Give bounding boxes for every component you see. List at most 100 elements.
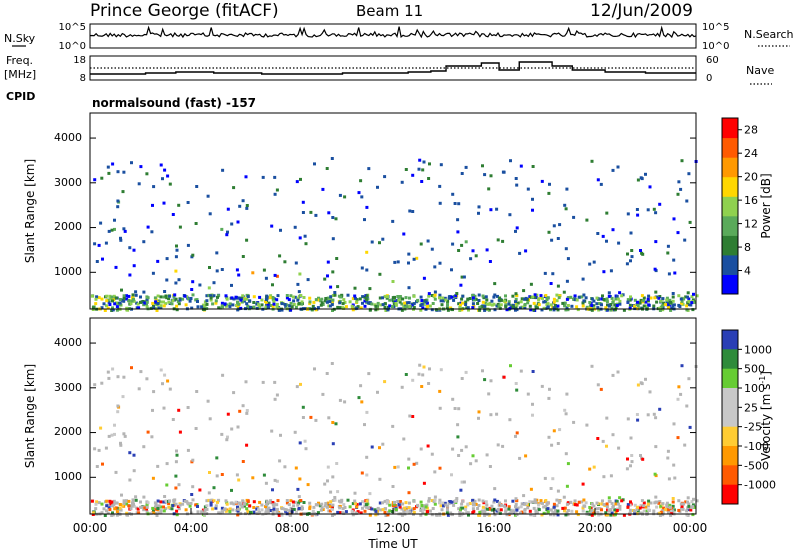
power-cell	[464, 240, 468, 244]
power-cell	[283, 260, 287, 264]
velocity-cell	[590, 364, 594, 368]
power-cell	[130, 161, 133, 165]
power-cell	[426, 305, 429, 309]
power-cell	[220, 301, 224, 305]
xtick-0000: 00:00	[73, 521, 108, 535]
velocity-cell	[563, 509, 567, 513]
velocity-cell	[275, 503, 279, 507]
velocity-cell	[326, 501, 330, 505]
velocity-cell	[137, 511, 141, 515]
power-cell	[319, 303, 323, 307]
velocity-cell	[600, 502, 604, 506]
velocity-cell	[582, 498, 586, 502]
velocity-cell	[358, 502, 362, 506]
freq-tick-bottom-right: 0	[706, 73, 712, 84]
power-cell	[241, 294, 245, 298]
velocity-cell	[489, 413, 493, 417]
power-cell	[309, 210, 313, 214]
velocity-cell	[353, 491, 357, 495]
power-cell	[363, 304, 367, 308]
power-cell	[690, 295, 694, 299]
power-cell	[552, 308, 556, 312]
power-cell	[581, 304, 585, 308]
velocity-cell	[139, 505, 142, 509]
power-cell	[146, 225, 150, 229]
power-cell	[618, 299, 622, 303]
velocity-cell	[412, 499, 416, 503]
power-cell	[558, 294, 562, 298]
velocity-cell	[246, 500, 250, 504]
velocity-cell	[122, 501, 126, 505]
velocity-cell	[658, 407, 662, 411]
power-cell	[152, 304, 155, 308]
velocity-cell	[177, 507, 181, 511]
velocity-cell	[177, 408, 181, 412]
power-cell	[355, 300, 359, 304]
velocity-cell	[146, 430, 150, 434]
power-cell	[628, 303, 632, 307]
velocity-cells	[90, 362, 699, 517]
velocity-cell	[493, 498, 497, 502]
power-cell	[178, 298, 182, 302]
power-cell	[529, 295, 533, 299]
velocity-cell	[384, 514, 388, 517]
power-cell	[107, 300, 111, 304]
power-cell	[502, 299, 506, 303]
power-cell	[215, 251, 219, 255]
velocity-cell	[607, 509, 611, 513]
power-cell	[130, 299, 134, 303]
power-cell	[504, 294, 507, 298]
velocity-cell	[685, 509, 689, 513]
power-cell	[167, 297, 171, 301]
velocity-cell	[487, 392, 491, 396]
power-cell	[194, 298, 198, 302]
velocity-cell	[110, 433, 114, 437]
velocity-cell	[363, 500, 367, 504]
power-cell	[633, 298, 637, 302]
velocity-cell	[139, 500, 142, 504]
power-cell	[383, 302, 387, 306]
velocity-cell	[671, 509, 675, 513]
power-cell	[353, 296, 357, 300]
power-cell	[163, 168, 167, 172]
power-cell	[456, 218, 460, 222]
power-cell	[360, 266, 364, 270]
power-cell	[185, 295, 189, 299]
power-cell	[269, 304, 273, 307]
power-cell	[383, 175, 387, 179]
velocity-cell	[268, 501, 272, 505]
velocity-cell	[482, 501, 486, 505]
power-cell	[412, 302, 416, 306]
velocity-cell	[617, 446, 621, 450]
velocity-cell	[566, 462, 570, 466]
velocity-cell	[421, 373, 425, 377]
power-cell	[585, 218, 589, 222]
velocity-cell	[523, 508, 527, 511]
velocity-cell	[483, 509, 487, 513]
velocity-cell	[271, 509, 275, 513]
power-cell	[522, 289, 526, 293]
power-cell	[186, 243, 190, 247]
power-cell	[175, 244, 178, 248]
power-cell	[218, 306, 222, 310]
power-cell	[241, 199, 245, 203]
power-cell	[667, 301, 671, 305]
power-cell	[139, 165, 143, 169]
power-cell	[647, 303, 651, 307]
velocity-cell	[265, 500, 269, 504]
velocity-cell	[552, 502, 556, 506]
power-cell	[145, 172, 149, 176]
velocity-cell	[364, 503, 368, 507]
power-cell	[588, 262, 592, 266]
power-cell	[419, 304, 423, 307]
power-cell	[611, 228, 615, 232]
mhz-label: [MHz]	[4, 68, 36, 81]
power-cell	[318, 299, 322, 303]
velocity-cell	[556, 489, 560, 493]
power-cell	[615, 295, 619, 298]
velocity-cell	[212, 486, 216, 490]
velocity-cell	[214, 506, 218, 510]
velocity-cell	[244, 380, 248, 384]
velocity-cell	[275, 510, 279, 514]
